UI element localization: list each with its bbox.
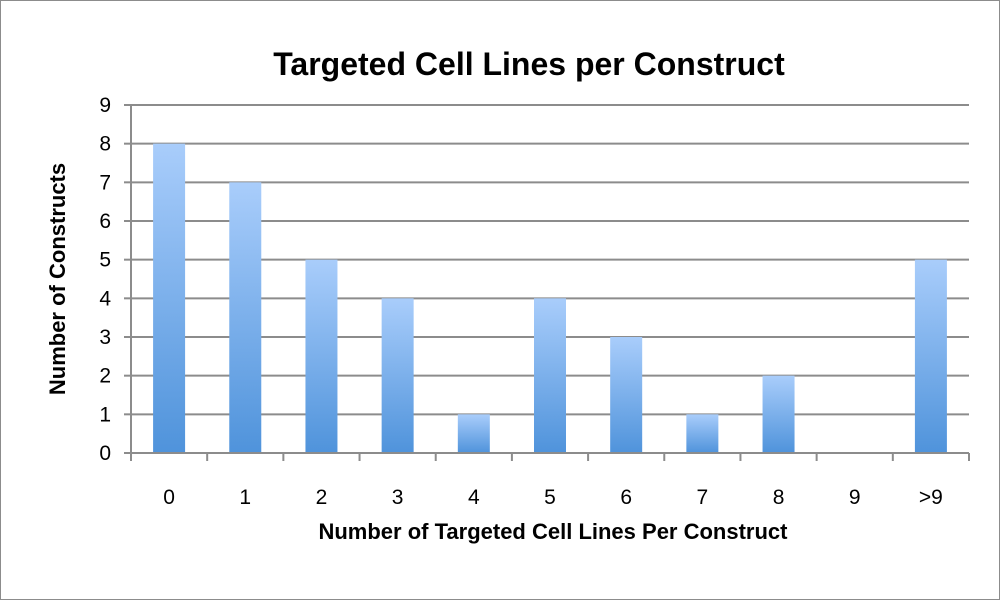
bar-4 xyxy=(457,414,490,453)
y-tick-label: 2 xyxy=(99,365,111,388)
bar-8 xyxy=(762,375,795,453)
y-tick-label: 1 xyxy=(99,403,111,426)
x-tick-label: 1 xyxy=(239,486,251,509)
x-axis-title: Number of Targeted Cell Lines Per Constr… xyxy=(318,519,788,544)
x-tick-label: 8 xyxy=(773,486,785,509)
x-tick-label: 9 xyxy=(849,486,861,509)
y-axis-title: Number of Constructs xyxy=(45,163,70,395)
bar-6 xyxy=(610,337,643,453)
x-tick-label: 2 xyxy=(316,486,328,509)
y-tick-label: 0 xyxy=(99,442,111,465)
bar-5 xyxy=(534,298,566,453)
y-tick-label: 3 xyxy=(99,326,111,349)
y-tick-label: 5 xyxy=(99,249,111,272)
y-tick-label: 9 xyxy=(99,94,111,117)
x-tick-label: 7 xyxy=(697,486,709,509)
x-tick-label: 5 xyxy=(544,486,556,509)
y-tick-label: 7 xyxy=(99,171,111,194)
x-tick-label: 6 xyxy=(620,486,632,509)
bar-3 xyxy=(381,298,414,453)
y-tick-label: 6 xyxy=(99,210,111,233)
bar->9 xyxy=(914,259,947,453)
bar-7 xyxy=(686,414,719,453)
x-tick-label: 3 xyxy=(392,486,404,509)
bar-1 xyxy=(229,182,262,454)
chart-title: Targeted Cell Lines per Construct xyxy=(273,46,785,82)
x-tick-label: 4 xyxy=(468,486,480,509)
y-tick-label: 8 xyxy=(99,133,111,156)
bar-0 xyxy=(153,143,186,453)
x-tick-label: >9 xyxy=(919,486,943,509)
y-tick-label: 4 xyxy=(99,287,111,310)
bar-2 xyxy=(305,259,338,453)
x-tick-label: 0 xyxy=(163,486,175,509)
